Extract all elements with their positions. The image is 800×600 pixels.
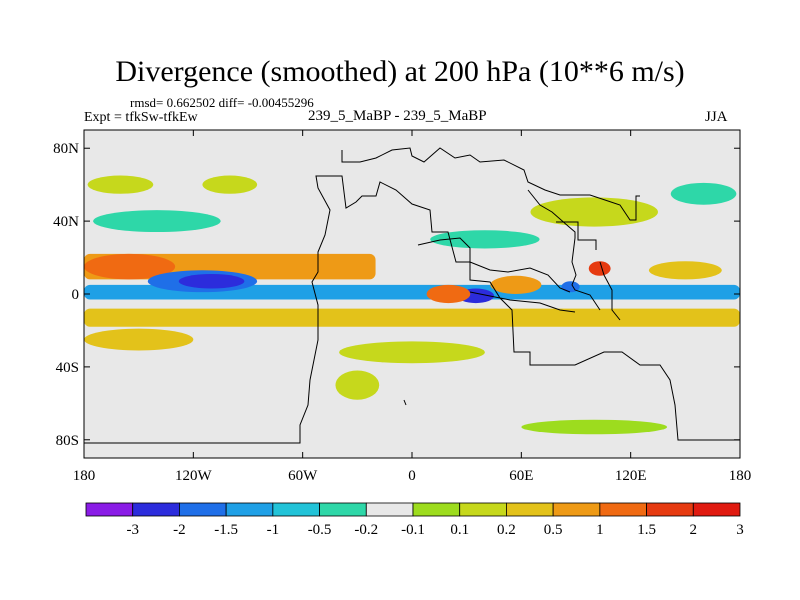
x-tick-label: 120W (175, 468, 213, 484)
colorbar-box (692, 502, 741, 517)
x-tick-label: 0 (408, 468, 416, 484)
contour-blob-3 (84, 253, 176, 280)
colorbar-box (646, 502, 694, 517)
colorbar-label: -0.1 (401, 522, 425, 538)
chart-title: Divergence (smoothed) at 200 hPa (10**6 … (115, 55, 685, 88)
contour-blob-11 (648, 261, 722, 280)
colorbar-box (225, 502, 274, 517)
colorbar-box (599, 502, 647, 517)
colorbar-box (319, 502, 367, 517)
map-axes: 180 120W 60W 0 60E 120E 180 80N 40N 0 40S 80S (53, 130, 751, 484)
contour-blob-14 (430, 230, 540, 249)
colorbar-label: -1 (267, 522, 280, 538)
rmsd-diff-stats: rmsd= 0.662502 diff= -0.00455296 (130, 95, 314, 110)
colorbar: -3 -2 -1.5 -1 -0.5 -0.2 -0.1 0.1 0.2 0.5 1 1.5 2 3 (85, 502, 744, 538)
y-tick-label: 80N (53, 141, 79, 157)
y-tick-label: 40S (56, 360, 79, 376)
coastline (84, 147, 740, 444)
y-tick-label: 0 (72, 287, 80, 303)
x-tick-label: 60W (288, 468, 318, 484)
x-tick-label: 180 (73, 468, 96, 484)
season-label: JJA (705, 109, 728, 125)
colorbar-label: -2 (173, 522, 186, 538)
contour-blob-19 (87, 175, 154, 194)
colorbar-label: 2 (690, 522, 698, 538)
colorbar-label: -0.5 (308, 522, 332, 538)
contour-blob-8 (490, 275, 542, 294)
x-tick-label: 180 (729, 468, 752, 484)
case-names: 239_5_MaBP - 239_5_MaBP (308, 108, 487, 124)
contour-blob-20 (202, 175, 258, 194)
contour-blob-21 (670, 182, 737, 205)
contour-blob-18 (521, 419, 668, 435)
contour-blob-13 (93, 210, 221, 233)
colorbar-box (552, 502, 601, 517)
contour-fields (84, 175, 740, 435)
colorbar-box (365, 502, 414, 517)
colorbar-label: -1.5 (214, 522, 238, 538)
colorbar-box (132, 502, 180, 517)
contour-blob-5 (178, 273, 245, 289)
contour-blob-15 (530, 197, 658, 227)
colorbar-label: 0.2 (497, 522, 516, 538)
contour-blob-9 (588, 261, 611, 276)
contour-blob-17 (335, 370, 380, 400)
colorbar-label: 0.1 (450, 522, 469, 538)
colorbar-box (412, 502, 461, 517)
colorbar-label: 1.5 (637, 522, 656, 538)
colorbar-label: 3 (736, 522, 744, 538)
colorbar-box (459, 502, 507, 517)
colorbar-box (506, 502, 554, 517)
y-tick-label: 40N (53, 214, 79, 230)
colorbar-label: 1 (596, 522, 604, 538)
y-tick-label: 80S (56, 433, 79, 449)
colorbar-label: -3 (126, 522, 139, 538)
contour-blob-12 (84, 328, 194, 351)
x-tick-label: 120E (615, 468, 647, 484)
colorbar-box (272, 502, 320, 517)
experiment-label: Expt = tfkSw-tfkEw (84, 110, 198, 125)
contour-blob-16 (339, 341, 485, 364)
contour-band-1 (84, 308, 740, 327)
contour-blob-7 (426, 284, 471, 304)
colorbar-label: 0.5 (544, 522, 563, 538)
colorbar-box (85, 502, 134, 517)
colorbar-box (179, 502, 227, 517)
x-tick-label: 60E (509, 468, 533, 484)
colorbar-label: -0.2 (354, 522, 378, 538)
